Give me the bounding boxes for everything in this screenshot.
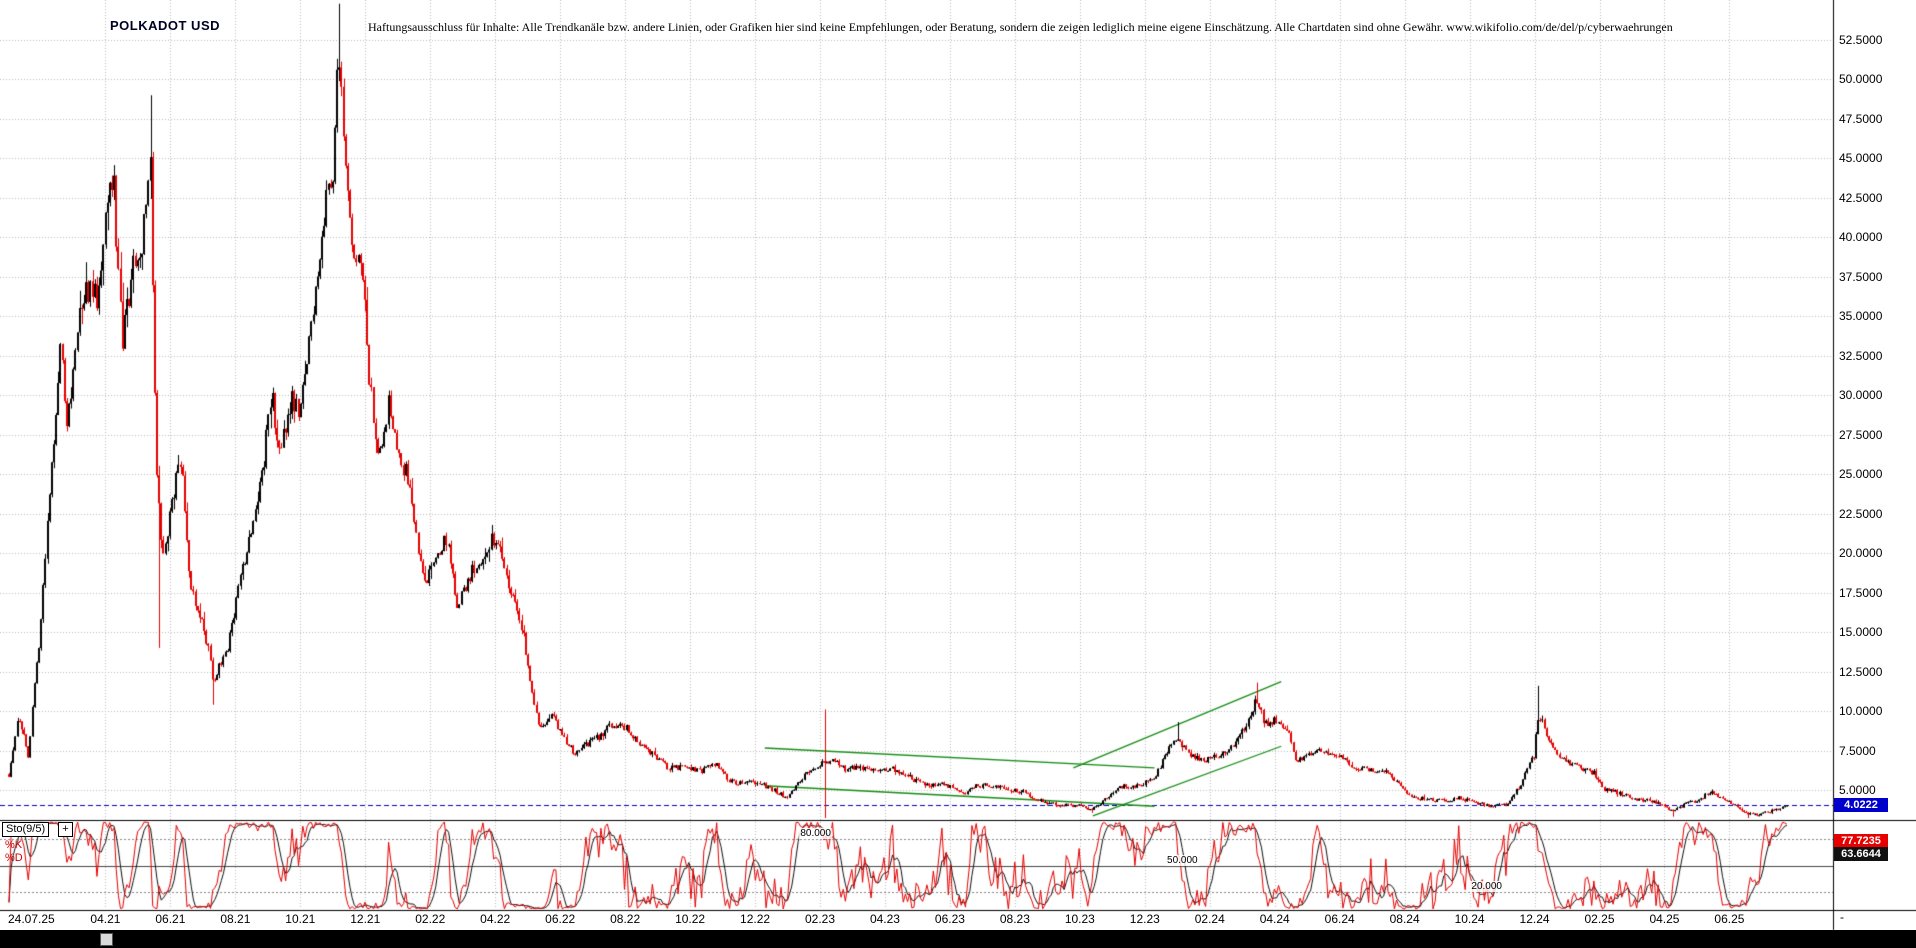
price-tick-label: 30.0000 [1839, 388, 1883, 403]
price-tick-label: 15.0000 [1839, 625, 1883, 640]
date-tick-label: 10.23 [1064, 912, 1095, 926]
indicator-d-value-badge: 63.6644 [1834, 846, 1888, 861]
price-tick-label: 5.0000 [1839, 783, 1876, 797]
date-tick-label: 08.22 [610, 912, 641, 926]
date-tick-label: 04.25 [1649, 912, 1680, 926]
chart-title: POLKADOT USD [110, 18, 220, 33]
date-tick-label: 12.24 [1519, 912, 1550, 926]
date-tick-label: 06.22 [545, 912, 576, 926]
price-tick-label: 27.5000 [1839, 427, 1883, 442]
date-tick-label: 04.22 [480, 912, 511, 926]
price-tick-label: 52.5000 [1839, 33, 1883, 47]
date-tick-label: 06.21 [155, 912, 186, 926]
date-tick-label: 02.22 [415, 912, 446, 926]
date-tick-label: 08.23 [999, 912, 1030, 926]
price-tick-label: 10.0000 [1839, 704, 1883, 719]
price-tick-label: 17.5000 [1839, 585, 1883, 600]
scrollbar-handle[interactable] [100, 933, 113, 946]
date-tick-label: 04.21 [90, 912, 121, 926]
date-tick-label: 10.24 [1454, 912, 1485, 926]
date-tick-label: 04.23 [869, 912, 900, 926]
axis-corner-dash: - [1840, 910, 1844, 924]
date-tick-label: 10.22 [675, 912, 706, 926]
bottom-scrollbar[interactable] [0, 930, 1916, 948]
indicator-k-value-badge: 77.7235 [1834, 834, 1888, 849]
date-tick-label: 02.23 [804, 912, 836, 926]
indicator-k-label: %K [5, 839, 23, 851]
price-tick-label: 22.5000 [1839, 506, 1883, 521]
indicator-d-label: %D [5, 852, 23, 864]
indicator-level-label: 80.000 [799, 828, 832, 840]
price-tick-label: 47.5000 [1839, 111, 1883, 126]
price-tick-label: 32.5000 [1839, 348, 1883, 363]
indicator-expand-button[interactable]: + [58, 822, 73, 837]
price-tick-label: 35.0000 [1839, 309, 1883, 324]
date-tick-label: 10.21 [285, 912, 316, 926]
indicator-level-label: 50.000 [1166, 854, 1199, 866]
indicator-level-label: 20.000 [1470, 880, 1503, 892]
disclaimer-text: Haftungsausschluss für Inhalte: Alle Tre… [368, 20, 1673, 34]
last-price-badge: 4.0222 [1834, 798, 1888, 813]
origin-date-label: 24.07.25 [8, 912, 55, 926]
date-tick-label: 08.21 [220, 912, 251, 926]
price-tick-label: 7.5000 [1839, 743, 1876, 758]
price-tick-label: 12.5000 [1839, 664, 1883, 679]
price-tick-label: 45.0000 [1839, 151, 1883, 166]
price-tick-label: 37.5000 [1839, 269, 1883, 284]
price-tick-label: 25.0000 [1839, 467, 1883, 482]
price-tick-label: 20.0000 [1839, 546, 1883, 561]
price-tick-label: 40.0000 [1839, 230, 1883, 245]
date-tick-label: 12.23 [1129, 912, 1160, 926]
date-tick-label: 04.24 [1259, 912, 1290, 926]
date-tick-label: 06.23 [934, 912, 965, 926]
date-tick-label: 06.24 [1324, 912, 1355, 926]
date-tick-label: 02.24 [1194, 912, 1225, 926]
date-tick-label: 02.25 [1584, 912, 1615, 926]
date-tick-label: 12.22 [740, 912, 771, 926]
indicator-name-box[interactable]: Sto(9/5) [2, 822, 50, 837]
plus-icon: + [62, 823, 69, 835]
date-tick-label: 06.25 [1714, 912, 1745, 926]
indicator-name: Sto(9/5) [6, 823, 46, 835]
date-tick-label: 12.21 [350, 912, 381, 926]
price-tick-label: 50.0000 [1839, 72, 1883, 87]
price-tick-label: 42.5000 [1839, 190, 1883, 205]
date-tick-label: 08.24 [1389, 912, 1420, 926]
